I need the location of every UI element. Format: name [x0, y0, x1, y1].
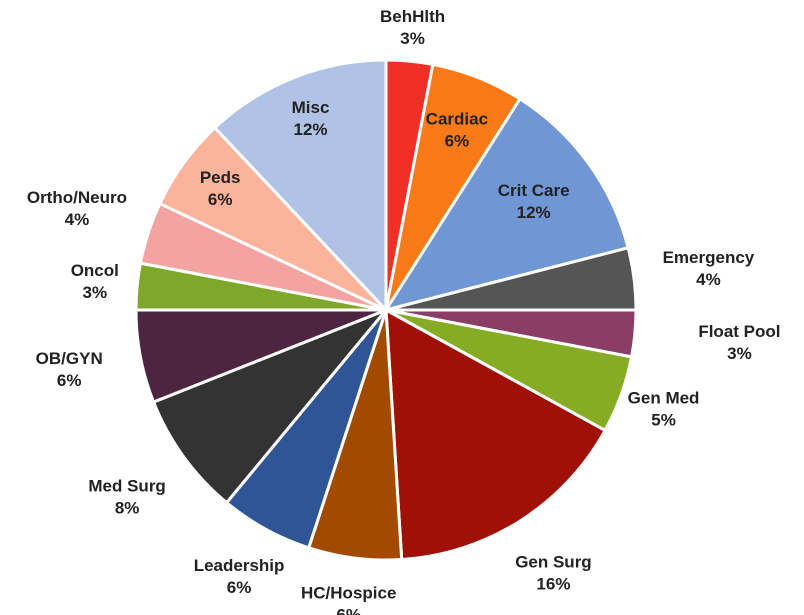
slice-value-label: 6% [336, 606, 361, 615]
pie-slice [151, 308, 388, 505]
slice-name: BehHlth [380, 7, 445, 26]
slice-name: Peds [200, 168, 241, 187]
slice-value-label: 12% [294, 120, 328, 139]
slice-name: HC/Hospice [301, 584, 396, 603]
slice-value-label: 6% [208, 190, 233, 209]
pie-slice [212, 58, 388, 314]
pie-slice [382, 96, 630, 313]
slice-value-label: 4% [696, 270, 721, 289]
slice-name: Crit Care [498, 181, 570, 200]
slice-name: Ortho/Neuro [27, 188, 127, 207]
pie-slice [384, 307, 608, 562]
slice-name: Cardiac [426, 110, 488, 129]
slice-value-label: 3% [83, 283, 108, 302]
slice-value-label: 4% [65, 210, 90, 229]
slice-name: Gen Surg [515, 552, 592, 571]
slice-value-label: 6% [227, 578, 252, 597]
slice-name: Leadership [194, 556, 285, 575]
slice-value-label: 5% [651, 410, 676, 429]
slice-value-label: 3% [400, 29, 425, 48]
slice-value-label: 3% [727, 344, 752, 363]
slice-name: Misc [292, 98, 330, 117]
slice-value-label: 12% [517, 203, 551, 222]
slice-value-label: 6% [57, 371, 82, 390]
slice-name: OB/GYN [36, 349, 103, 368]
slice-value-label: 16% [536, 574, 570, 593]
slice-name: Gen Med [628, 388, 700, 407]
slice-name: Emergency [663, 248, 755, 267]
slice-name: Med Surg [88, 477, 165, 496]
slice-value-label: 6% [445, 132, 470, 151]
slice-value-label: 8% [115, 499, 140, 518]
slice-name: Oncol [71, 261, 119, 280]
slice-name: Float Pool [698, 322, 780, 341]
